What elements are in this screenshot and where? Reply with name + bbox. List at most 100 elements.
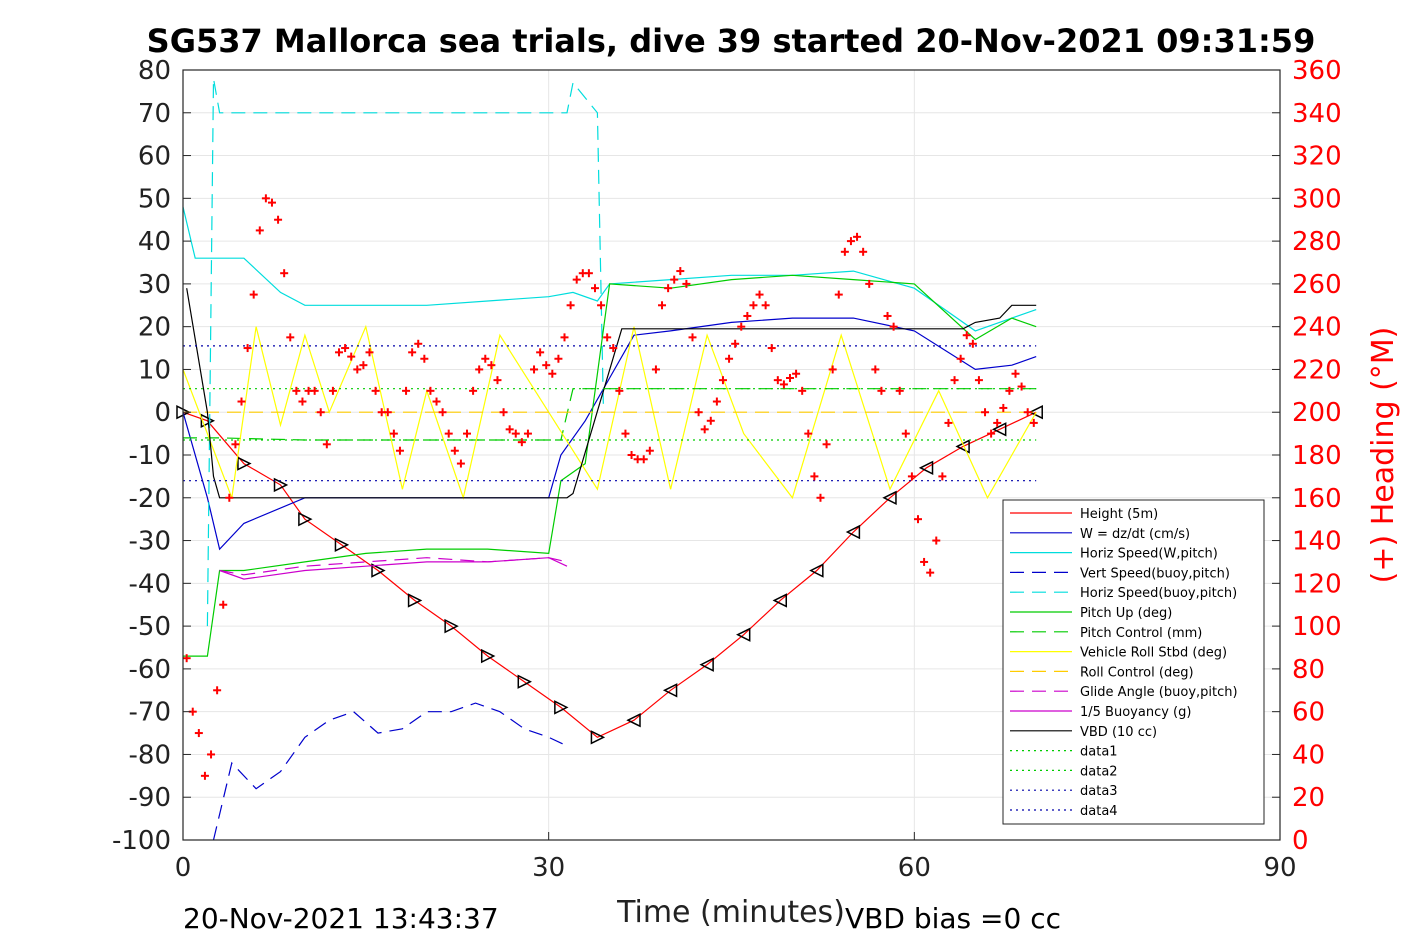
heading-point-105 — [822, 440, 831, 449]
heading-point-137 — [1017, 382, 1026, 391]
right-tick-label-3: 300 — [1292, 184, 1342, 214]
left-tick-label-7: 10 — [138, 355, 171, 385]
left-tick-label-15: -70 — [129, 698, 171, 728]
heading-point-47 — [469, 386, 478, 395]
heading-point-8 — [231, 440, 240, 449]
right-tick-label-10: 160 — [1292, 484, 1342, 514]
legend-label-3: Vert Speed(buoy,pitch) — [1080, 566, 1230, 581]
heading-point-51 — [493, 376, 502, 385]
heading-point-38 — [414, 339, 423, 348]
left-axis-ticks: 80 70 60 50 40 30 20 10 0 -10 -20 -30 -40 -50 -60 -70 -8… — [112, 56, 191, 856]
legend-label-11: VBD (10 cc) — [1080, 725, 1157, 740]
heading-point-92 — [743, 311, 752, 320]
legend-label-7: Vehicle Roll Stbd (deg) — [1080, 646, 1227, 661]
heading-point-4 — [207, 750, 216, 759]
heading-point-93 — [749, 301, 758, 310]
legend-label-1: W = dz/dt (cm/s) — [1080, 527, 1190, 542]
heading-point-84 — [694, 408, 703, 417]
heading-point-54 — [511, 429, 520, 438]
heading-point-31 — [371, 386, 380, 395]
height-marker-17 — [772, 593, 788, 608]
series-line-5 — [183, 274, 1037, 657]
heading-point-83 — [688, 333, 697, 342]
right-tick-label-18: 0 — [1292, 826, 1309, 856]
x-axis-label: Time (minutes) — [616, 895, 845, 930]
heading-point-127 — [956, 354, 965, 363]
right-tick-label-15: 60 — [1292, 698, 1325, 728]
heading-point-35 — [395, 446, 404, 455]
heading-point-17 — [286, 333, 295, 342]
right-tick-label-8: 200 — [1292, 398, 1342, 428]
heading-point-66 — [584, 269, 593, 278]
heading-point-72 — [621, 429, 630, 438]
legend-label-5: Pitch Up (deg) — [1080, 606, 1172, 621]
height-marker-4 — [298, 511, 313, 527]
heading-point-111 — [859, 247, 868, 256]
series-line-7 — [182, 324, 1037, 501]
right-tick-label-6: 240 — [1292, 313, 1342, 343]
legend-label-13: data2 — [1080, 764, 1118, 779]
heading-point-77 — [651, 365, 660, 374]
heading-point-91 — [737, 322, 746, 331]
heading-point-29 — [359, 361, 368, 370]
left-tick-label-0: 80 — [138, 56, 171, 86]
right-axis-ticks: 3603403203002802602402202001801601401201… — [1272, 56, 1342, 856]
height-marker-18 — [809, 563, 824, 578]
heading-point-71 — [615, 386, 624, 395]
heading-point-56 — [523, 429, 532, 438]
x-axis-ticks: 0 30 60 90 — [175, 832, 1297, 883]
heading-point-80 — [670, 275, 679, 284]
left-tick-label-3: 50 — [138, 184, 171, 214]
series-line-4 — [206, 78, 605, 627]
heading-point-10 — [243, 344, 252, 353]
heading-point-27 — [347, 352, 356, 361]
heading-point-95 — [761, 301, 770, 310]
heading-point-48 — [475, 365, 484, 374]
heading-point-103 — [810, 472, 819, 481]
heading-point-13 — [261, 194, 270, 203]
heading-point-41 — [432, 397, 441, 406]
heading-point-6 — [219, 600, 228, 609]
height-marker-23 — [991, 422, 1007, 437]
x-tick-label-0: 0 — [175, 853, 192, 883]
right-tick-label-4: 280 — [1292, 227, 1342, 257]
right-tick-label-14: 80 — [1292, 655, 1325, 685]
heading-point-130 — [974, 376, 983, 385]
height-marker-20 — [882, 490, 897, 505]
x-tick-label-3: 90 — [1263, 853, 1296, 883]
footer-vbd-bias: VBD bias =0 cc — [845, 902, 1061, 935]
heading-point-78 — [658, 301, 667, 310]
heading-point-58 — [536, 348, 545, 357]
height-marker-8 — [444, 618, 459, 634]
heading-point-70 — [609, 344, 618, 353]
left-tick-label-2: 60 — [138, 142, 171, 172]
heading-point-97 — [773, 376, 782, 385]
heading-point-64 — [572, 275, 581, 284]
left-tick-label-9: -10 — [129, 441, 171, 471]
heading-point-96 — [767, 344, 776, 353]
series-line-3 — [212, 702, 568, 841]
heading-point-131 — [981, 408, 990, 417]
right-tick-label-1: 340 — [1292, 99, 1342, 129]
right-tick-label-7: 220 — [1292, 355, 1342, 385]
series-layer — [176, 78, 1043, 841]
heading-point-24 — [328, 386, 337, 395]
heading-point-57 — [530, 365, 539, 374]
heading-point-69 — [603, 333, 612, 342]
heading-point-45 — [456, 459, 465, 468]
heading-point-3 — [200, 771, 209, 780]
heading-point-5 — [213, 686, 222, 695]
heading-point-110 — [853, 232, 862, 241]
x-tick-label-1: 30 — [532, 853, 565, 883]
heading-point-109 — [846, 237, 855, 246]
right-tick-label-0: 360 — [1292, 56, 1342, 86]
heading-point-129 — [968, 339, 977, 348]
right-tick-label-12: 120 — [1292, 569, 1342, 599]
heading-point-75 — [639, 455, 648, 464]
heading-point-73 — [627, 451, 636, 459]
heading-point-16 — [280, 269, 289, 278]
heading-point-52 — [499, 408, 508, 417]
heading-point-43 — [444, 429, 453, 438]
heading-point-60 — [548, 369, 557, 378]
